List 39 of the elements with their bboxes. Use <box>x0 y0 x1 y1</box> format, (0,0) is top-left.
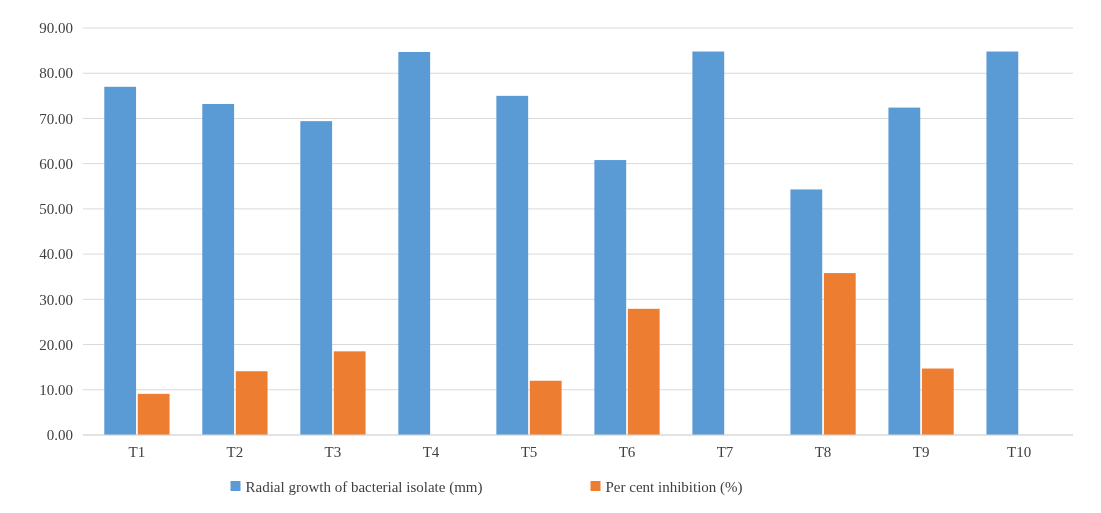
y-tick-label: 0.00 <box>46 427 73 444</box>
x-tick-label: T6 <box>618 444 636 460</box>
bar <box>790 189 823 435</box>
y-tick-label: 50.00 <box>39 201 73 218</box>
x-tick-label: T8 <box>814 444 832 460</box>
legend-label: Radial growth of bacterial isolate (mm) <box>245 479 483 497</box>
y-tick-label: 90.00 <box>39 20 73 37</box>
x-tick-label: T9 <box>912 444 930 460</box>
bar <box>888 107 921 435</box>
bar <box>529 380 562 435</box>
bar <box>986 51 1019 435</box>
x-tick-label: T3 <box>324 444 342 460</box>
x-tick-label: T5 <box>520 444 538 460</box>
y-tick-label: 60.00 <box>39 155 73 172</box>
x-tick-label: T2 <box>226 444 244 460</box>
bar <box>137 393 170 435</box>
bar <box>823 273 856 435</box>
y-tick-label: 30.00 <box>39 291 73 308</box>
bar <box>104 86 137 435</box>
bar <box>594 160 627 435</box>
y-tick-label: 10.00 <box>39 382 73 399</box>
x-tick-label: T4 <box>422 444 440 460</box>
bar <box>333 351 366 435</box>
bar <box>398 51 431 435</box>
bar <box>921 368 954 435</box>
bar <box>300 121 333 435</box>
legend-label: Per cent inhibition (%) <box>605 479 743 497</box>
bar <box>235 371 268 435</box>
x-tick-label: T7 <box>716 444 734 460</box>
bar <box>202 103 235 435</box>
x-tick-label: T1 <box>128 444 146 460</box>
y-tick-label: 70.00 <box>39 110 73 127</box>
x-tick-label: T10 <box>1007 444 1032 460</box>
bar <box>496 95 529 435</box>
bar <box>627 308 660 435</box>
y-tick-label: 40.00 <box>39 246 73 263</box>
y-tick-label: 20.00 <box>39 336 73 353</box>
bar <box>692 51 725 435</box>
y-tick-label: 80.00 <box>39 65 73 82</box>
